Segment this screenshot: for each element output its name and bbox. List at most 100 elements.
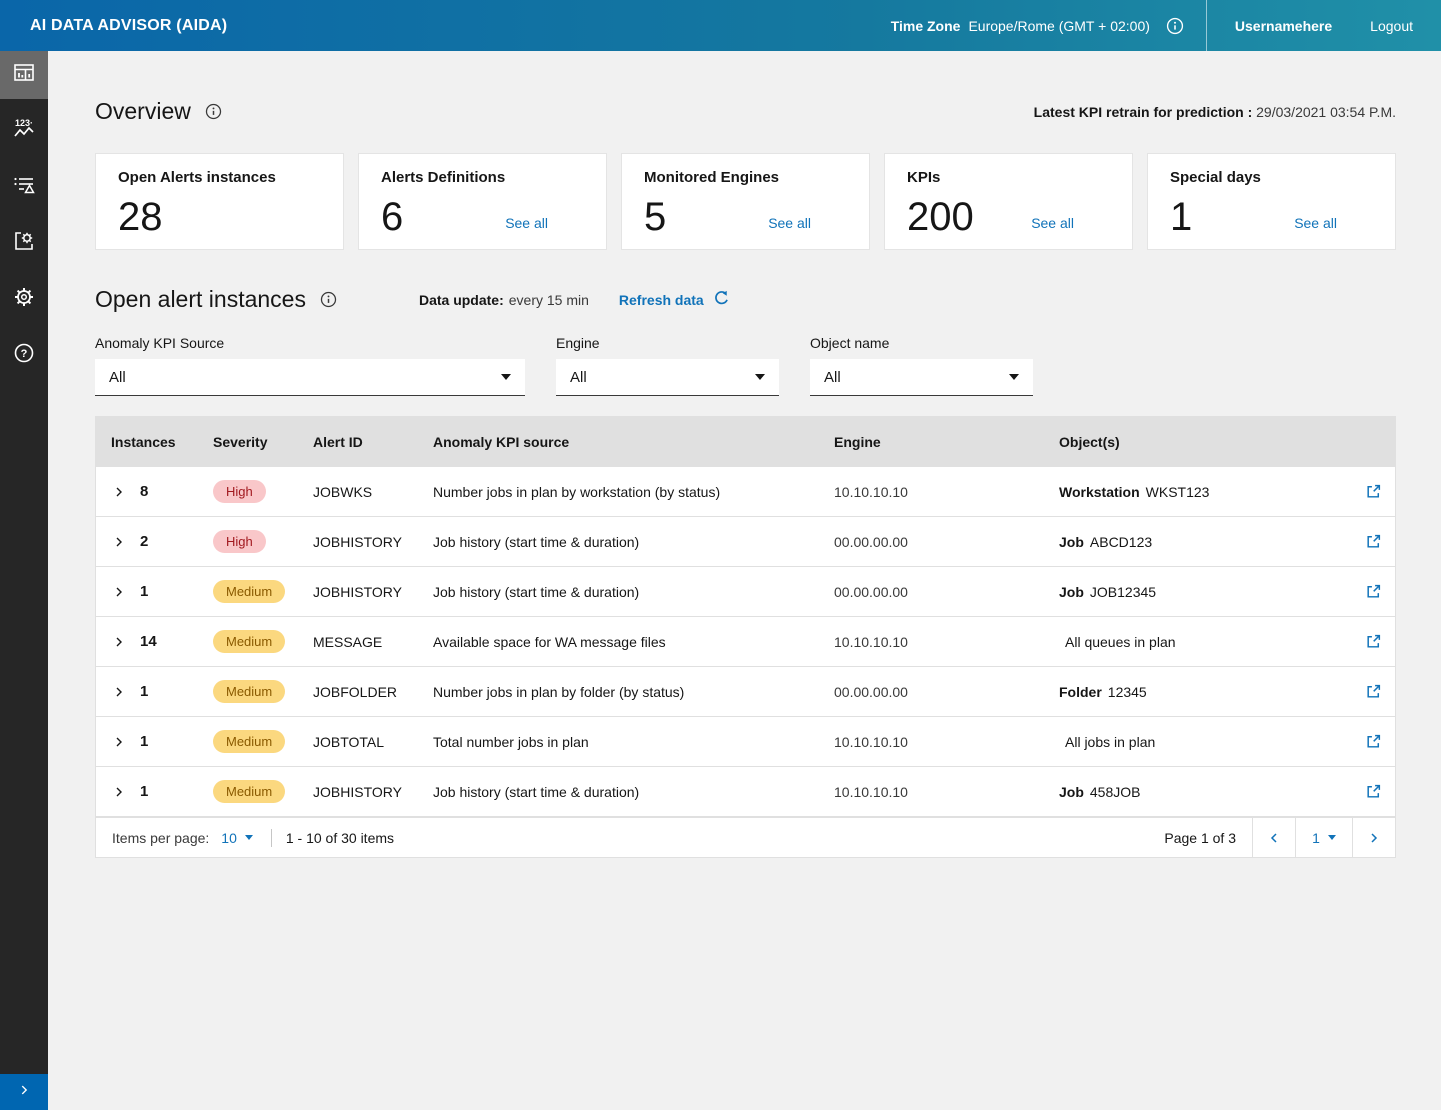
instances-count: 1 [140, 783, 149, 800]
table-row: 2 High JOBHISTORY Job history (start tim… [96, 517, 1395, 567]
dropdown-value: All [824, 368, 841, 386]
dropdown-value: All [109, 368, 126, 386]
see-all-link[interactable]: See all [1031, 215, 1074, 231]
column-header-alert-id: Alert ID [313, 434, 363, 450]
username-menu[interactable]: Usernamehere [1234, 17, 1333, 34]
previous-page-button[interactable] [1252, 818, 1295, 857]
sidebar-item-engine-configuration[interactable] [0, 219, 48, 267]
see-all-link[interactable]: See all [1294, 215, 1337, 231]
expand-row-icon[interactable] [111, 534, 127, 550]
column-header-severity: Severity [213, 434, 268, 450]
card-title: Alerts Definitions [381, 169, 506, 186]
refresh-data-label: Refresh data [618, 291, 704, 308]
logout-button[interactable]: Logout [1370, 17, 1413, 34]
alert-id: MESSAGE [313, 633, 383, 650]
kpi-retrain-info: Latest KPI retrain for prediction : 29/0… [1034, 104, 1396, 120]
sidebar-item-alert-definitions[interactable] [0, 163, 48, 211]
open-details-button[interactable] [1351, 783, 1395, 800]
current-page-value: 1 [1312, 829, 1320, 846]
open-details-button[interactable] [1351, 583, 1395, 600]
chevron-down-icon [755, 374, 765, 380]
expand-row-icon[interactable] [111, 484, 127, 500]
see-all-link[interactable]: See all [505, 215, 548, 231]
kpi-retrain-value: 29/03/2021 03:54 P.M. [1256, 103, 1396, 120]
gear-icon [12, 285, 36, 314]
kpi-source: Job history (start time & duration) [433, 783, 640, 800]
app-title: AI DATA ADVISOR (AIDA) [30, 16, 228, 34]
dropdown-value: All [570, 368, 587, 386]
filter-dropdown-engine[interactable]: All [556, 359, 779, 396]
engine: 10.10.10.10 [834, 783, 908, 800]
table-row: 14 Medium MESSAGE Available space for WA… [96, 617, 1395, 667]
card-title: Open Alerts instances [118, 169, 276, 186]
expand-row-icon[interactable] [111, 634, 127, 650]
object-type: Job [1059, 783, 1084, 800]
refresh-data-button[interactable]: Refresh data [619, 290, 730, 310]
open-alerts-info-icon[interactable] [320, 291, 337, 308]
sidebar-item-help[interactable]: ? [0, 331, 48, 379]
open-details-button[interactable] [1351, 733, 1395, 750]
page-number-select[interactable]: 1 [1295, 818, 1352, 857]
object-name: 12345 [1107, 683, 1147, 700]
refresh-icon [713, 290, 730, 310]
items-per-page-select[interactable]: 10 [221, 830, 253, 846]
card-special-days: Special days 1 See all [1147, 153, 1396, 250]
kpi-source: Job history (start time & duration) [433, 583, 640, 600]
instances-count: 1 [140, 683, 149, 700]
object-type: Workstation [1059, 483, 1140, 500]
alert-id: JOBHISTORY [313, 583, 402, 600]
expand-row-icon[interactable] [111, 784, 127, 800]
sidebar-item-dashboard[interactable] [0, 51, 48, 99]
top-header: AI DATA ADVISOR (AIDA) Time Zone Europe/… [0, 0, 1441, 51]
object-type: Job [1059, 533, 1084, 550]
chevron-down-icon [501, 374, 511, 380]
kpi-source: Job history (start time & duration) [433, 533, 640, 550]
sidebar-nav: 123· ? [0, 51, 48, 1110]
kpi-123-trend-icon: 123· [12, 117, 36, 146]
kpi-source: Total number jobs in plan [433, 733, 589, 750]
card-title: Special days [1170, 169, 1261, 186]
open-details-button[interactable] [1351, 483, 1395, 500]
overview-title: Overview [95, 98, 191, 124]
open-details-button[interactable] [1351, 533, 1395, 550]
overview-cards: Open Alerts instances 28 Alerts Definiti… [95, 153, 1396, 250]
engine: 00.00.00.00 [834, 533, 908, 550]
severity-badge: High [213, 530, 266, 553]
open-details-button[interactable] [1351, 683, 1395, 700]
expand-row-icon[interactable] [111, 584, 127, 600]
items-per-page-value: 10 [221, 829, 237, 846]
see-all-link[interactable]: See all [768, 215, 811, 231]
kpi-source: Number jobs in plan by workstation (by s… [433, 483, 721, 500]
next-page-button[interactable] [1352, 818, 1395, 857]
sidebar-expand-button[interactable] [0, 1074, 48, 1110]
engine: 10.10.10.10 [834, 633, 908, 650]
chevron-down-icon [244, 835, 253, 840]
filter-dropdown-object-name[interactable]: All [810, 359, 1033, 396]
engine: 00.00.00.00 [834, 583, 908, 600]
card-open-alerts: Open Alerts instances 28 [95, 153, 344, 250]
items-range-text: 1 - 10 of 30 items [285, 829, 395, 846]
dashboard-icon [13, 62, 35, 89]
timezone-info-icon[interactable] [1166, 17, 1184, 35]
overview-info-icon[interactable] [205, 103, 222, 120]
alert-id: JOBHISTORY [313, 783, 402, 800]
filter-dropdown-kpi-source[interactable]: All [95, 359, 525, 396]
open-details-button[interactable] [1351, 633, 1395, 650]
sidebar-item-kpi-predictions[interactable]: 123· [0, 107, 48, 155]
instances-count: 8 [140, 483, 149, 500]
kpi-retrain-label: Latest KPI retrain for prediction : [1033, 103, 1253, 120]
alert-list-icon [12, 173, 36, 202]
table-row: 1 Medium JOBHISTORY Job history (start t… [96, 767, 1395, 817]
column-header-engine: Engine [834, 434, 881, 450]
card-title: KPIs [907, 169, 941, 186]
card-title: Monitored Engines [644, 169, 779, 186]
expand-row-icon[interactable] [111, 734, 127, 750]
object-name: JOB12345 [1089, 583, 1157, 600]
severity-badge: Medium [213, 580, 286, 603]
instances-count: 1 [140, 733, 149, 750]
severity-badge: Medium [213, 680, 286, 703]
main-content: Overview Latest KPI retrain for predicti… [48, 51, 1441, 858]
expand-row-icon[interactable] [111, 684, 127, 700]
sidebar-item-settings[interactable] [0, 275, 48, 323]
object-name: All queues in plan [1065, 633, 1176, 650]
